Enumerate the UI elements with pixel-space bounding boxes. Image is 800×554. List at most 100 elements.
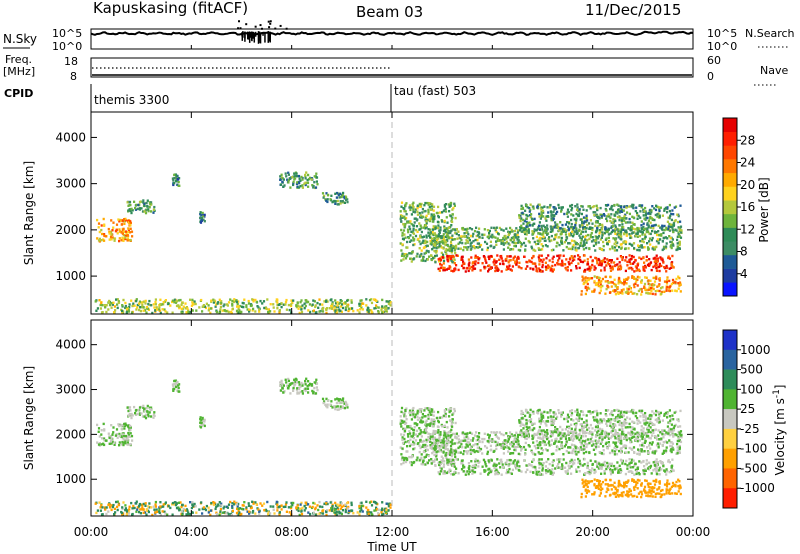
- velocity-echo-cell: [381, 507, 384, 510]
- velocity-echo-cell: [445, 408, 448, 411]
- velocity-echo-cell: [150, 506, 153, 509]
- velocity-echo-cell: [412, 411, 415, 414]
- power-echo-cell: [375, 304, 378, 307]
- power-echo-cell: [419, 216, 422, 219]
- power-echo-cell: [540, 210, 543, 214]
- power-echo-cell: [202, 218, 205, 221]
- power-echo-cell: [428, 219, 432, 223]
- power-echo-cell: [508, 264, 511, 267]
- power-echo-cell: [340, 305, 343, 308]
- power-echo-cell: [148, 206, 151, 209]
- velocity-echo-cell: [421, 460, 425, 464]
- power-echo-cell: [581, 224, 584, 227]
- power-echo-cell: [461, 258, 464, 261]
- power-echo-cell: [566, 208, 570, 211]
- power-echo-cell: [488, 257, 491, 261]
- power-echo-cell: [610, 280, 613, 284]
- power-echo-cell: [662, 247, 665, 251]
- power-echo-cell: [265, 307, 268, 311]
- power-echo-cell: [553, 226, 556, 229]
- power-echo-cell: [544, 265, 547, 268]
- power-echo-cell: [594, 256, 597, 260]
- velocity-echo-cell: [422, 463, 425, 466]
- power-echo-cell: [301, 304, 304, 307]
- velocity-echo-cell: [407, 441, 411, 444]
- nsearch-label: N.Search: [745, 27, 795, 40]
- velocity-echo-cell: [247, 502, 250, 505]
- velocity-echo-cell: [417, 442, 420, 445]
- power-echo-cell: [460, 235, 463, 238]
- nsky-trace: [90, 30, 694, 36]
- power-echo-cell: [647, 247, 650, 250]
- power-echo-cell: [123, 218, 126, 221]
- power-echo-cell: [233, 298, 236, 301]
- power-echo-cell: [593, 205, 596, 208]
- power-echo-cell: [284, 303, 287, 306]
- power-echo-cell: [287, 171, 290, 174]
- velocity-echo-cell: [474, 443, 477, 446]
- power-echo-cell: [590, 277, 594, 280]
- power-echo-cell: [530, 245, 533, 248]
- power-echo-cell: [433, 232, 436, 235]
- velocity-echo-cell: [489, 444, 492, 448]
- velocity-echo-cell: [280, 508, 283, 511]
- velocity-echo-cell: [437, 429, 440, 432]
- velocity-echo-cell: [612, 441, 615, 444]
- velocity-echo-cell: [308, 382, 312, 386]
- power-echo-cell: [439, 263, 442, 266]
- power-echo-cell: [443, 266, 446, 270]
- velocity-echo-cell: [297, 507, 300, 510]
- nsky-panel: N.Sky 10^5 10^0 10^5 10^0 N.Search: [3, 20, 795, 53]
- power-echo-cell: [518, 261, 521, 264]
- velocity-echo-cell: [602, 452, 605, 456]
- velocity-echo-cell: [315, 378, 318, 381]
- power-echo-cell: [502, 236, 505, 240]
- power-echo-cell: [401, 231, 404, 235]
- power-echo-cell: [400, 228, 403, 232]
- power-echo-cell: [452, 270, 455, 273]
- power-echo-cell: [588, 205, 591, 208]
- power-echo-cell: [596, 259, 599, 262]
- velocity-echo-cell: [301, 384, 304, 387]
- velocity-echo-cell: [108, 435, 111, 438]
- power-echo-cell: [439, 226, 442, 229]
- velocity-echo-cell: [136, 412, 140, 416]
- power-echo-cell: [644, 276, 647, 279]
- power-echo-cell: [447, 230, 450, 233]
- power-echo-cell: [649, 232, 652, 236]
- velocity-echo-cell: [544, 436, 547, 439]
- velocity-echo-cell: [281, 386, 284, 389]
- power-echo-cell: [594, 211, 597, 214]
- power-echo-cell: [562, 230, 565, 233]
- power-echo-cell: [545, 219, 548, 222]
- velocity-echo-cell: [301, 390, 304, 393]
- power-echo-cell: [448, 256, 451, 259]
- velocity-echo-cell: [648, 436, 651, 440]
- power-echo-cell: [605, 217, 608, 220]
- power-echo-cell: [614, 211, 618, 214]
- power-echo-cell: [559, 233, 562, 236]
- velocity-echo-cell: [201, 512, 204, 515]
- power-echo-cell: [443, 225, 446, 228]
- power-echo-cell: [618, 277, 621, 280]
- velocity-echo-cell: [339, 405, 342, 408]
- velocity-echo-cell: [573, 444, 576, 447]
- power-echo-cell: [505, 257, 508, 261]
- power-echo-cell: [651, 286, 654, 290]
- power-echo-cell: [509, 226, 512, 230]
- power-echo-cell: [435, 254, 438, 257]
- velocity-echo-cell: [430, 420, 433, 423]
- power-echo-cell: [463, 246, 466, 249]
- velocity-echo-cell: [368, 513, 371, 516]
- velocity-echo-cell: [325, 513, 328, 516]
- power-echo-cell: [504, 235, 507, 238]
- power-echo-cell: [304, 304, 307, 308]
- velocity-echo-cell: [200, 501, 203, 504]
- power-echo-cell: [580, 239, 583, 242]
- power-echo-cell: [570, 239, 574, 242]
- power-echo-cell: [639, 239, 642, 243]
- velocity-echo-cell: [344, 510, 347, 514]
- power-echo-cell: [450, 249, 454, 252]
- power-echo-cell: [602, 240, 605, 244]
- power-echo-cell: [336, 304, 339, 307]
